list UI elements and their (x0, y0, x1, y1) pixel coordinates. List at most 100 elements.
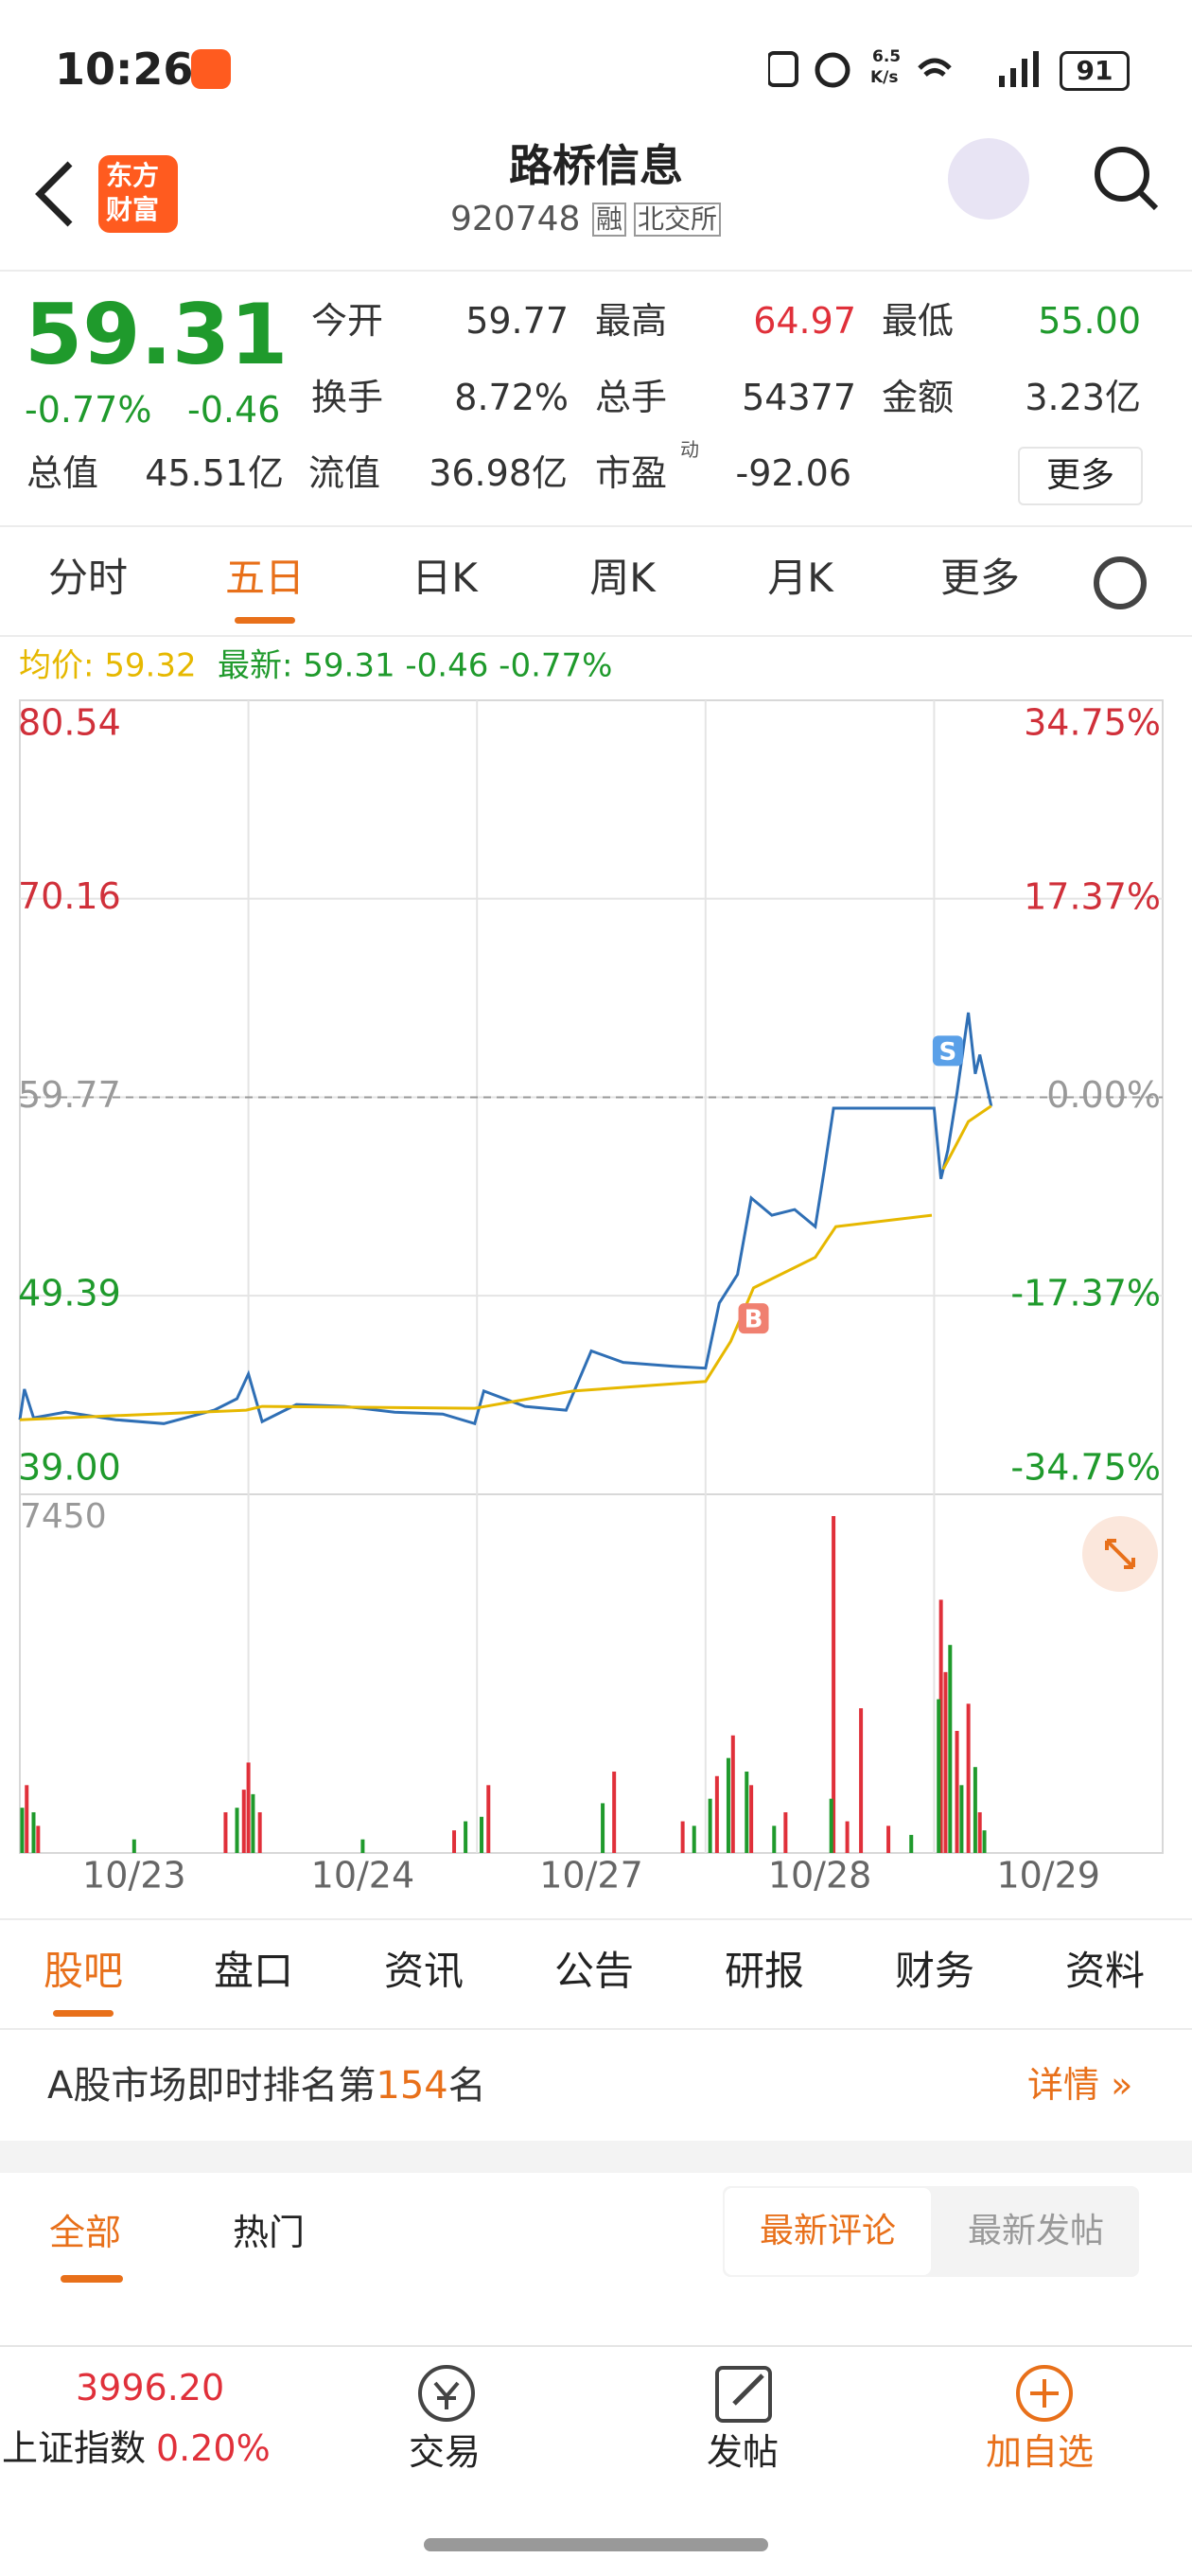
time: 10:26 (55, 44, 194, 95)
volume-bar (241, 1790, 246, 1853)
field-label: 总手 (595, 377, 668, 418)
detail-link[interactable]: 详情 » (1027, 2064, 1133, 2106)
stock-name: 路桥信息 (509, 140, 683, 191)
x-tick-label: 10/28 (768, 1855, 872, 1897)
section-tab[interactable]: 研报 (724, 1948, 804, 1994)
search-button[interactable] (1088, 142, 1164, 218)
section-tab[interactable]: 资讯 (383, 1948, 464, 1994)
app-icon (191, 49, 231, 89)
volume-bar (601, 1803, 605, 1853)
volume-bar (977, 1811, 982, 1853)
field-label: 换手 (311, 377, 384, 418)
period-tab[interactable]: 五日 (224, 555, 305, 601)
period-tab[interactable]: 月K (767, 555, 833, 601)
stock-code: 920748 (450, 200, 581, 238)
volume-bar (223, 1811, 228, 1853)
volume-bar (680, 1821, 685, 1853)
price: 59.31 (25, 286, 289, 383)
volume-bar (959, 1785, 964, 1853)
change: -0.46 (187, 389, 281, 431)
tab-underline (61, 2275, 123, 2283)
legend: 均价: 59.32 (19, 647, 197, 685)
volume-bar (251, 1793, 255, 1853)
status-icons (768, 51, 1039, 88)
period-tab[interactable]: 周K (589, 555, 656, 601)
sort-option[interactable]: 最新发帖 (967, 2212, 1104, 2250)
field-label: 最低 (882, 300, 955, 342)
sort-option[interactable]: 最新评论 (725, 2188, 931, 2275)
y-tick-label: 70.16 (18, 875, 121, 917)
y-tick-label: 49.39 (18, 1273, 121, 1314)
index-change[interactable]: 0.20% (156, 2427, 271, 2469)
volume-bar (829, 1798, 833, 1853)
x-tick-label: 10/29 (996, 1855, 1100, 1897)
volume-bar (859, 1708, 864, 1853)
section-tab[interactable]: 财务 (894, 1948, 974, 1994)
volume-bar (973, 1767, 977, 1853)
volume-bar (486, 1785, 491, 1853)
volume-bar (745, 1771, 749, 1853)
settings[interactable] (1094, 556, 1147, 609)
section-tab[interactable]: 公告 (553, 1948, 634, 1994)
volume-bar (131, 1839, 136, 1853)
divider (0, 525, 1192, 527)
field-value: -92.06 (735, 452, 852, 494)
series-line (19, 1104, 992, 1421)
tab-underline (53, 2010, 114, 2017)
ranking-number: 154 (376, 2064, 448, 2108)
logo-text: 财富 (106, 194, 160, 225)
feed-tab[interactable]: 全部 (49, 2212, 122, 2253)
y2-tick-label: -34.75% (1010, 1447, 1161, 1489)
add-icon[interactable] (1010, 2362, 1078, 2425)
volume-bar (235, 1808, 239, 1853)
post-icon[interactable] (711, 2362, 780, 2425)
period-tab[interactable]: 分时 (47, 555, 128, 601)
action-label[interactable]: 发帖 (707, 2431, 780, 2473)
tag: 北交所 (634, 203, 722, 237)
more-button[interactable]: 更多 (1018, 447, 1143, 505)
period-tab[interactable]: 更多 (939, 555, 1020, 601)
divider (0, 1918, 1192, 1920)
y-tick-label: 59.77 (18, 1074, 121, 1116)
action-label[interactable]: 加自选 (986, 2431, 1095, 2473)
x-tick-label: 10/23 (82, 1855, 186, 1897)
feed-tab[interactable]: 热门 (233, 2212, 306, 2253)
field-value: 64.97 (753, 300, 856, 342)
back-button[interactable] (28, 156, 76, 232)
detail-text: 详情 (1027, 2064, 1100, 2106)
divider (0, 635, 1192, 637)
x-tick-label: 10/24 (311, 1855, 415, 1897)
tab-underline (235, 617, 295, 624)
field-value: 59.77 (465, 300, 569, 342)
net-speed: 6.5 (872, 47, 902, 66)
divider (0, 2028, 1192, 2030)
period-tab[interactable]: 日K (412, 555, 478, 601)
series-line (18, 1012, 993, 1426)
trade-icon[interactable] (412, 2362, 481, 2425)
plot-frame (19, 699, 1164, 1854)
volume-bar (845, 1821, 850, 1853)
volume-bar (937, 1699, 941, 1853)
expand-icon (1105, 1539, 1135, 1569)
bottom-bar (0, 2345, 1192, 2576)
section-tab[interactable]: 资料 (1064, 1948, 1145, 1994)
volume-bar (464, 1821, 468, 1853)
volume-bar (832, 1516, 836, 1853)
trade-marker-label: S (939, 1038, 957, 1067)
y2-tick-label: 0.00% (1046, 1074, 1161, 1116)
index-name[interactable]: 上证指数 (2, 2427, 147, 2469)
logo-text: 东方 (106, 160, 160, 191)
volume-bar (948, 1645, 953, 1853)
tag: 融 (592, 203, 627, 237)
volume-bar (966, 1703, 971, 1853)
section-tab[interactable]: 盘口 (213, 1948, 293, 1994)
volume-bar (886, 1826, 891, 1853)
legend: 最新: 59.31 -0.46 -0.77% (218, 647, 612, 685)
robot-avatar[interactable] (948, 138, 1029, 220)
section-tab[interactable]: 股吧 (43, 1948, 123, 1994)
volume-bar (749, 1785, 754, 1853)
index-value[interactable]: 3996.20 (76, 2367, 225, 2408)
volume-bar (257, 1811, 262, 1853)
action-label[interactable]: 交易 (409, 2431, 482, 2473)
